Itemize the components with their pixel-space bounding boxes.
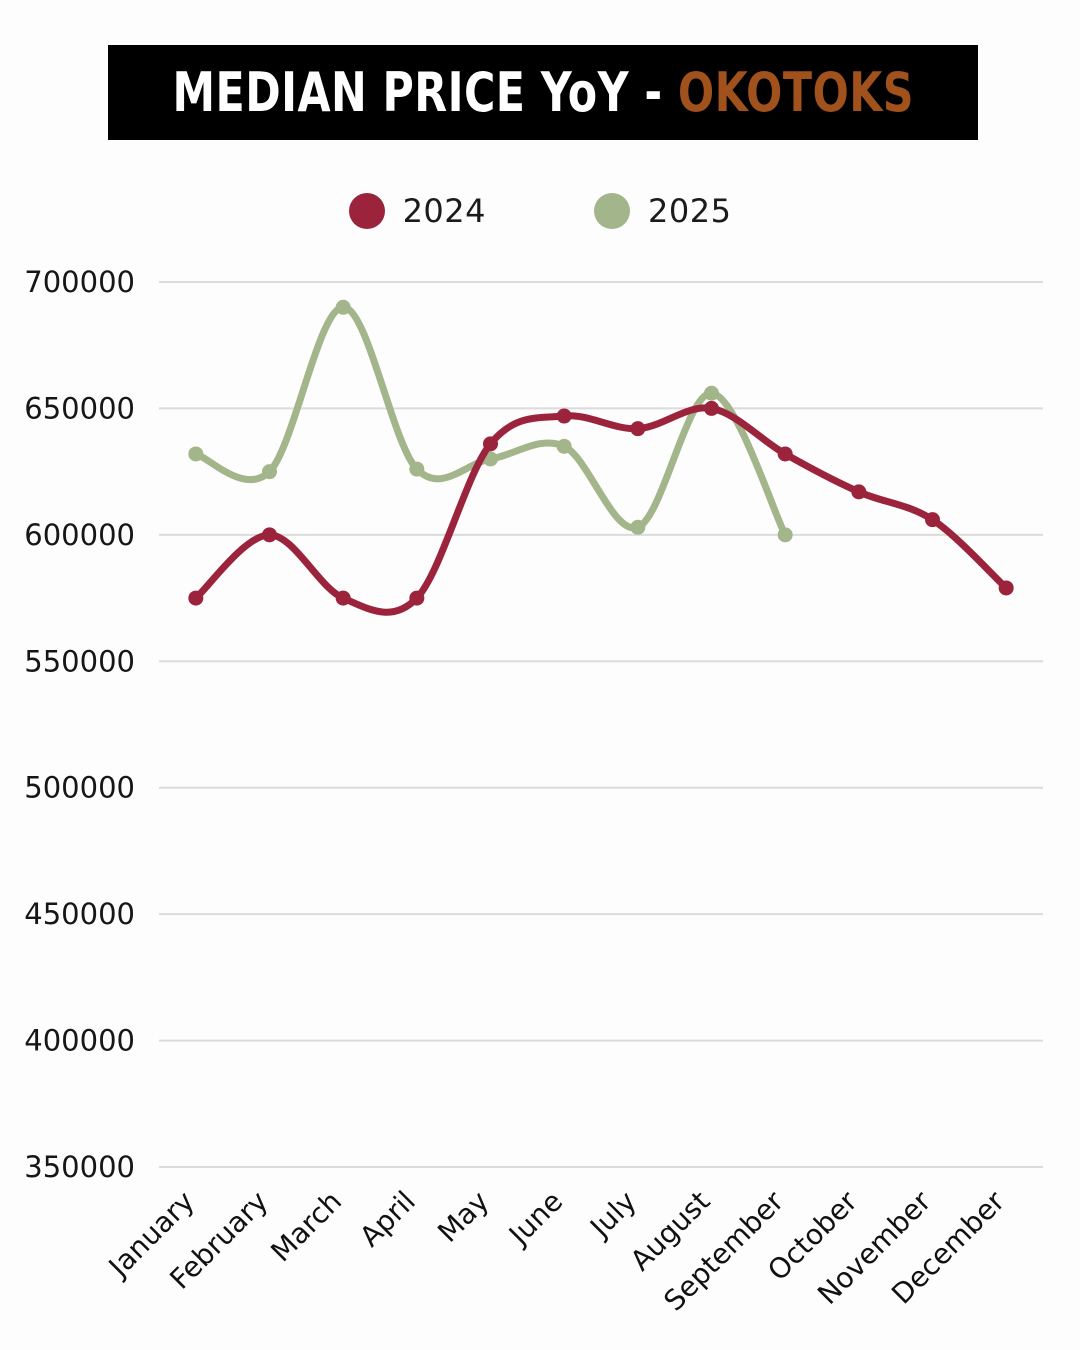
y-gridlines: 700000 650000 600000 550000 500000 450000 4000…: [24, 265, 1043, 1184]
legend-item-2025[interactable]: 2025: [594, 192, 731, 230]
x-axis-tick-label: April: [353, 1185, 422, 1254]
data-point[interactable]: [777, 527, 793, 543]
data-point[interactable]: [335, 590, 351, 606]
series-2025: [188, 299, 793, 543]
data-point[interactable]: [851, 484, 867, 500]
data-point[interactable]: [409, 461, 425, 477]
series-line-2025: [192, 303, 789, 539]
series-2024: [188, 400, 1014, 616]
data-point[interactable]: [262, 527, 277, 543]
data-point[interactable]: [556, 438, 572, 454]
data-point[interactable]: [188, 446, 204, 462]
y-axis-tick-label: 400000: [24, 1024, 135, 1058]
data-point[interactable]: [188, 590, 204, 606]
y-axis-tick-label: 700000: [24, 265, 135, 299]
x-axis-tick-label: March: [264, 1185, 348, 1269]
data-point[interactable]: [630, 421, 646, 437]
page-title-accent: OKOTOKS: [677, 61, 914, 124]
y-axis-tick-label: 650000: [24, 391, 135, 425]
circle-marker-icon: [348, 193, 385, 229]
legend-item-2024[interactable]: 2024: [348, 192, 486, 230]
y-axis-tick-label: 550000: [24, 644, 135, 678]
data-point[interactable]: [409, 590, 425, 606]
x-axis-tick-label: June: [501, 1185, 569, 1253]
page-title-main: MEDIAN PRICE YoY -: [172, 61, 678, 124]
data-point[interactable]: [925, 512, 940, 528]
legend-item-label: 2024: [402, 192, 486, 230]
data-point[interactable]: [998, 580, 1014, 596]
y-axis-tick-label: 450000: [24, 897, 135, 931]
x-axis-tick-label: July: [582, 1185, 642, 1245]
data-point[interactable]: [630, 519, 646, 535]
data-point[interactable]: [704, 385, 719, 401]
chart-legend: 2024 2025: [0, 192, 1080, 230]
title-banner: MEDIAN PRICE YoY - OKOTOKS: [108, 45, 978, 140]
data-point[interactable]: [262, 464, 277, 480]
page-title: MEDIAN PRICE YoY - OKOTOKS: [172, 61, 913, 124]
y-axis-tick-label: 500000: [24, 771, 135, 805]
y-axis-tick-label: 350000: [24, 1150, 135, 1184]
data-point[interactable]: [704, 400, 719, 416]
series-line-2024: [192, 404, 1010, 616]
x-axis-tick-label: May: [431, 1185, 495, 1249]
data-point[interactable]: [335, 299, 351, 315]
y-axis-tick-label: 600000: [24, 518, 135, 552]
data-point[interactable]: [777, 446, 793, 462]
data-point[interactable]: [556, 408, 572, 424]
circle-marker-icon: [594, 193, 630, 229]
data-point[interactable]: [483, 436, 498, 452]
legend-item-label: 2025: [648, 192, 732, 230]
